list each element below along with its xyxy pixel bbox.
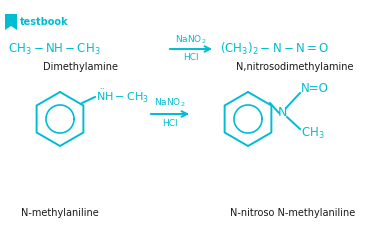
Text: $\mathsf{NaNO_2}$: $\mathsf{NaNO_2}$ [175,34,207,46]
Text: HCl: HCl [162,119,178,128]
Text: $\mathsf{NaNO_2}$: $\mathsf{NaNO_2}$ [154,97,186,109]
Text: N-methylaniline: N-methylaniline [21,208,99,218]
FancyBboxPatch shape [5,14,17,30]
Text: HCl: HCl [183,54,199,62]
Text: $\mathsf{(CH_3)_2 - N - N{=}O}$: $\mathsf{(CH_3)_2 - N - N{=}O}$ [220,41,329,57]
Text: N-nitroso N-methylaniline: N-nitroso N-methylaniline [230,208,356,218]
Text: N=O: N=O [301,82,329,96]
Polygon shape [5,26,17,30]
Text: $\mathsf{CH_3}$: $\mathsf{CH_3}$ [301,126,325,141]
Text: $\mathsf{CH_3 - NH - CH_3}$: $\mathsf{CH_3 - NH - CH_3}$ [8,42,101,57]
Text: Dimethylamine: Dimethylamine [43,62,118,72]
Text: testbook: testbook [20,17,68,27]
Text: N,nitrosodimethylamine: N,nitrosodimethylamine [236,62,354,72]
Text: N: N [277,106,287,119]
Text: $\mathsf{\ddot{N}H-CH_3}$: $\mathsf{\ddot{N}H-CH_3}$ [96,87,149,105]
